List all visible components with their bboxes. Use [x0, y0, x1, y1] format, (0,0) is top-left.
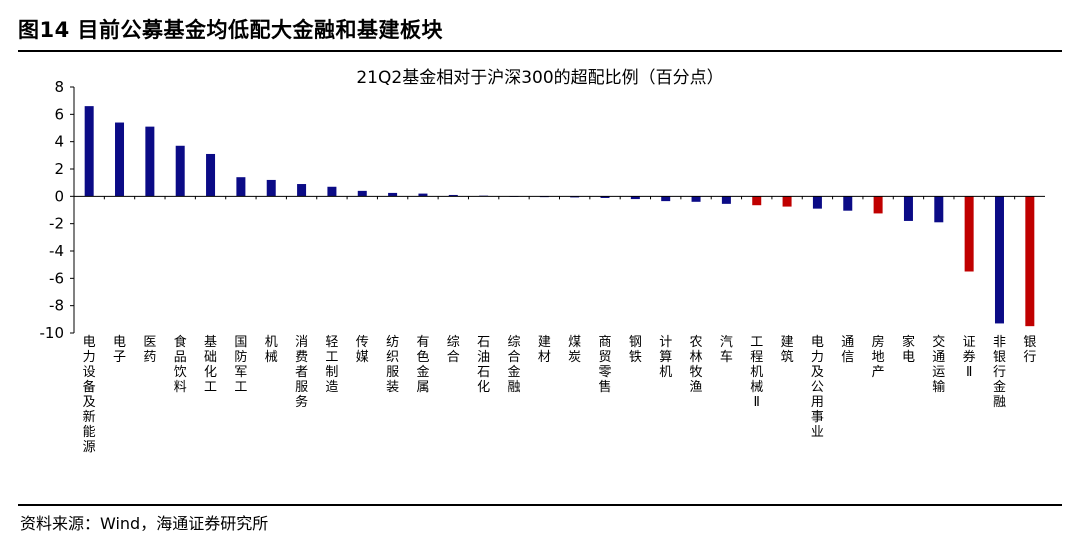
y-tick-label: -6 [49, 269, 64, 287]
bottom-rule [18, 504, 1062, 506]
bar [266, 179, 276, 197]
bar [782, 196, 792, 207]
bar [752, 196, 762, 206]
x-tick-label: 综合 [447, 335, 460, 365]
x-tick-label: 综合金融 [507, 335, 520, 395]
bar [357, 190, 367, 197]
bar [570, 196, 580, 198]
x-tick-label: 交通运输 [932, 334, 945, 395]
bar [388, 192, 398, 197]
bar [661, 196, 671, 202]
bar [630, 196, 640, 200]
bar [327, 186, 337, 197]
y-tick-label: 4 [54, 133, 64, 151]
bar [84, 106, 94, 197]
y-axis: 8 6 4 2 0 -2 -4 -6 -8 -10 [40, 78, 75, 342]
x-tick-label: 电子 [113, 335, 126, 365]
x-tick-label: 基础化工 [204, 335, 217, 395]
bar [448, 194, 458, 197]
bar [175, 145, 185, 197]
x-tick-label: 煤炭 [568, 335, 581, 365]
x-tick-label: 电力设备及新能源 [83, 335, 96, 455]
top-rule [18, 50, 1062, 52]
y-tick-label: -10 [40, 324, 65, 342]
x-tick-label: 国防军工 [234, 335, 247, 395]
x-tick-label: 银行 [1023, 335, 1036, 365]
bar-chart: 21Q2基金相对于沪深300的超配比例（百分点） 8 6 4 2 0 -2 -4 -6 -8 -1… [40, 68, 1045, 455]
x-tick-label: 食品饮料 [174, 334, 187, 395]
bar [843, 196, 853, 211]
x-tick-label: 纺织服装 [386, 335, 399, 395]
y-tick-label: 6 [54, 105, 64, 123]
x-tick-label: 医药 [143, 335, 156, 365]
figure-title: 图14 目前公募基金均低配大金融和基建板块 [18, 18, 444, 42]
x-tick-label: 石油石化 [477, 335, 490, 395]
bar [691, 196, 701, 202]
bar [934, 196, 944, 223]
x-tick-label: 传媒 [356, 335, 369, 365]
bar [418, 193, 428, 197]
x-tick-label: 商贸零售 [599, 335, 612, 395]
bar [964, 196, 974, 272]
figure-source: 资料来源：Wind，海通证券研究所 [20, 514, 269, 533]
bar [903, 196, 913, 221]
bar [236, 177, 246, 197]
x-tick-label: 钢铁 [629, 335, 642, 365]
bar [145, 126, 155, 197]
y-tick-label: -4 [49, 242, 64, 260]
x-tick-label: 农林牧渔 [690, 335, 703, 395]
x-tick-label: 证券 Ⅱ [963, 335, 976, 380]
bars [84, 106, 1035, 327]
bar [600, 196, 610, 198]
y-tick-label: 2 [54, 160, 64, 178]
x-tick-label: 汽车 [720, 335, 733, 365]
x-tick-label: 计算机 [659, 335, 672, 380]
x-tick-label: 有色金属 [416, 335, 429, 395]
bar [1025, 196, 1035, 327]
x-tick-label: 房地产 [872, 334, 885, 380]
y-tick-label: 0 [54, 187, 64, 205]
x-tick-label: 通信 [841, 335, 854, 365]
bar [115, 122, 125, 197]
x-tick-label: 消费者服务 [295, 335, 308, 410]
x-tick-label: 电力及公用事业 [811, 335, 824, 440]
bar [994, 196, 1004, 324]
x-tick-label: 机械 [265, 335, 278, 365]
x-tick-label: 建筑 [781, 335, 794, 365]
y-tick-label: 8 [54, 78, 64, 96]
bar [206, 153, 216, 197]
x-tick-label: 工程机械 Ⅱ [750, 335, 763, 410]
bar [297, 184, 307, 197]
bar [721, 196, 731, 204]
chart-title: 21Q2基金相对于沪深300的超配比例（百分点） [356, 68, 723, 88]
x-tick-label: 非银行金融 [993, 335, 1006, 410]
y-tick-label: -8 [49, 297, 64, 315]
x-tick-label: 家电 [902, 334, 915, 365]
x-tick-label: 轻工制造 [325, 335, 338, 395]
bar [873, 196, 883, 214]
bar [812, 196, 822, 209]
y-tick-label: -2 [49, 215, 64, 233]
x-tick-label: 建材 [538, 335, 551, 365]
figure-header: 图14 目前公募基金均低配大金融和基建板块 [18, 10, 1062, 50]
